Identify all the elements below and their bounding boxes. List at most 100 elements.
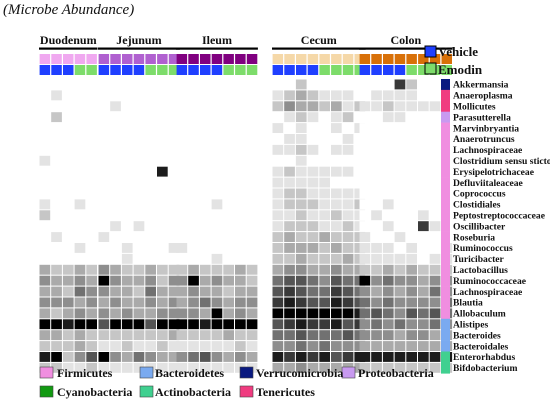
section-color-cell bbox=[223, 54, 234, 64]
heat-cell bbox=[133, 330, 145, 341]
heat-cell bbox=[284, 112, 295, 123]
section-color-cell bbox=[63, 54, 74, 64]
section-label-duodenum: Duodenum bbox=[40, 33, 97, 47]
row-label-akkermansia: Akkermansia bbox=[453, 80, 509, 91]
heat-cell bbox=[359, 177, 371, 188]
heat-cell bbox=[418, 253, 429, 264]
heat-cell bbox=[168, 166, 180, 177]
heat-cell bbox=[295, 319, 307, 330]
heat-cell bbox=[223, 123, 234, 133]
heat-cell bbox=[295, 90, 307, 101]
heat-cell bbox=[359, 210, 371, 221]
heat-cell bbox=[145, 286, 156, 297]
heat-cell bbox=[246, 253, 258, 264]
heat-cell bbox=[284, 79, 295, 90]
heat-cell bbox=[235, 144, 246, 155]
heat-cell bbox=[284, 243, 295, 253]
heat-cell bbox=[176, 112, 188, 123]
section-color-cell bbox=[359, 54, 371, 64]
heat-cell bbox=[188, 221, 199, 232]
heat-cell bbox=[145, 221, 156, 232]
heat-cell bbox=[121, 155, 133, 166]
heat-cell bbox=[342, 177, 354, 188]
heat-cell bbox=[176, 308, 188, 319]
heat-cell bbox=[110, 253, 121, 264]
heat-cell bbox=[133, 362, 145, 373]
heat-cell bbox=[223, 166, 234, 177]
heat-cell bbox=[331, 362, 342, 373]
heat-cell bbox=[382, 177, 394, 188]
heat-cell bbox=[331, 341, 342, 351]
heat-cell bbox=[168, 232, 180, 242]
vehicle-cell bbox=[272, 65, 284, 75]
heat-cell bbox=[211, 362, 223, 373]
heat-cell bbox=[319, 101, 330, 112]
heat-cell bbox=[394, 101, 406, 112]
heat-cell bbox=[246, 352, 258, 362]
heat-cell bbox=[246, 79, 258, 90]
heat-cell bbox=[51, 112, 62, 123]
heat-cell bbox=[74, 101, 86, 112]
heat-cell bbox=[307, 101, 319, 112]
heat-cell bbox=[176, 144, 188, 155]
heat-cell bbox=[51, 210, 62, 221]
heat-cell bbox=[62, 275, 74, 286]
heat-cell bbox=[406, 243, 417, 253]
heat-cell bbox=[394, 221, 406, 232]
heat-cell bbox=[331, 155, 342, 166]
heat-cell bbox=[307, 123, 319, 133]
heat-cell bbox=[235, 319, 246, 330]
heat-cell bbox=[145, 79, 156, 90]
legend-verrucomicrobia-label: Verrucomicrobia bbox=[256, 366, 344, 380]
heat-cell bbox=[98, 362, 110, 373]
heat-cell bbox=[359, 232, 371, 242]
heat-cell bbox=[98, 232, 110, 242]
legend-swatch-firmicutes bbox=[39, 366, 54, 379]
heat-cell bbox=[284, 188, 295, 199]
heat-cell bbox=[418, 352, 429, 362]
heat-cell bbox=[188, 243, 199, 253]
heat-cell bbox=[394, 155, 406, 166]
heat-cell bbox=[272, 243, 284, 253]
heat-cell bbox=[284, 199, 295, 210]
heat-cell bbox=[211, 264, 223, 275]
heat-cell bbox=[211, 286, 223, 297]
heat-cell bbox=[74, 275, 86, 286]
heat-cell bbox=[62, 330, 74, 341]
section-underline-duodenum bbox=[39, 47, 98, 50]
heat-cell bbox=[331, 243, 342, 253]
legend-swatch-proteobacteria bbox=[341, 366, 356, 379]
heat-cell bbox=[188, 264, 199, 275]
section-color-cell bbox=[145, 54, 156, 64]
heat-cell bbox=[429, 341, 441, 351]
heat-cell bbox=[176, 134, 188, 144]
heat-cell bbox=[86, 232, 97, 242]
heat-cell bbox=[307, 297, 319, 308]
heat-cell bbox=[133, 210, 145, 221]
heat-cell bbox=[359, 243, 371, 253]
legend-tenericutes-label: Tenericutes bbox=[256, 385, 315, 399]
row-label-roseburia: Roseburia bbox=[453, 232, 495, 243]
heat-cell bbox=[121, 264, 133, 275]
heat-cell bbox=[418, 210, 429, 221]
heat-cell bbox=[157, 286, 168, 297]
heat-cell bbox=[168, 155, 180, 166]
heat-cell bbox=[331, 166, 342, 177]
heat-cell bbox=[157, 177, 168, 188]
heat-cell bbox=[295, 166, 307, 177]
heat-cell bbox=[110, 275, 121, 286]
heat-cell bbox=[157, 144, 168, 155]
heat-cell bbox=[133, 112, 145, 123]
vehicle-cell bbox=[188, 65, 199, 75]
heat-cell bbox=[62, 101, 74, 112]
heat-cell bbox=[394, 362, 406, 373]
heat-cell bbox=[394, 177, 406, 188]
heat-cell bbox=[406, 352, 417, 362]
section-color-cell bbox=[319, 54, 330, 64]
heat-cell bbox=[307, 79, 319, 90]
legend-cyanobacteria-label: Cyanobacteria bbox=[57, 385, 133, 399]
heat-cell bbox=[51, 232, 62, 242]
heat-cell bbox=[223, 112, 234, 123]
heat-cell bbox=[359, 275, 371, 286]
